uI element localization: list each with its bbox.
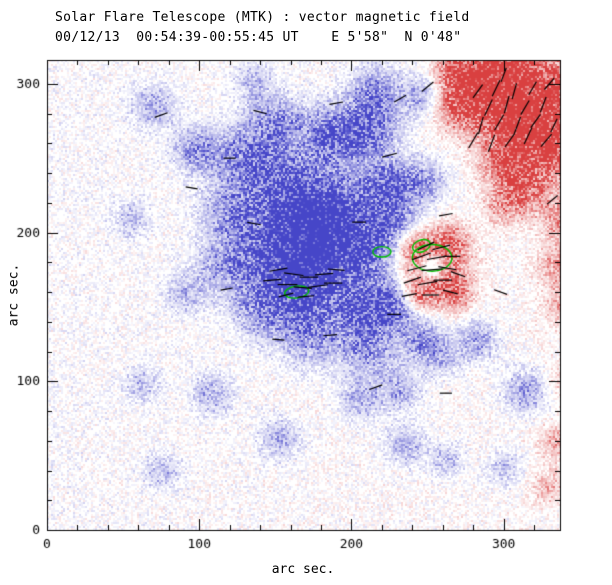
chart-title: Solar Flare Telescope (MTK) : vector mag… [55,10,470,25]
x-axis-label: arc sec. [271,562,335,577]
y-axis-label: arc sec. [6,263,22,327]
chart-subtitle: 00/12/13 00:54:39-00:55:45 UT E 5'58" N … [55,30,462,45]
